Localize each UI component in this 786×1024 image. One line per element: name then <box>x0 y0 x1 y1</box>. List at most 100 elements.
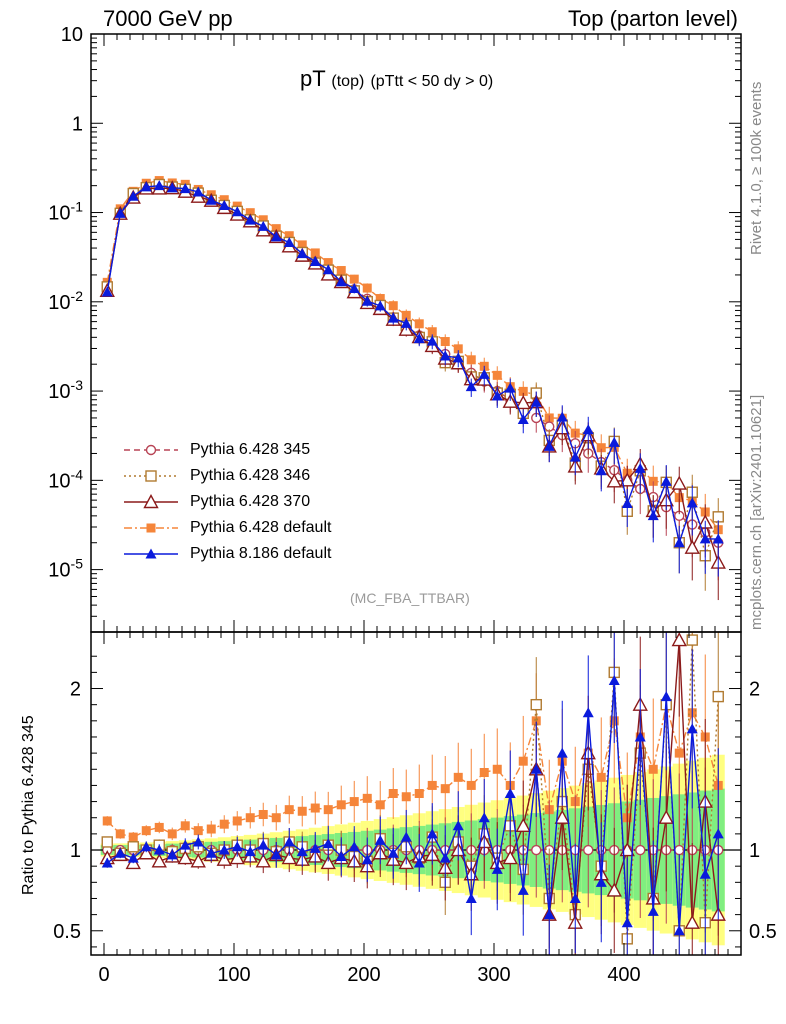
data-point <box>426 335 438 346</box>
data-point <box>271 224 281 234</box>
ratio-point <box>138 845 154 860</box>
ratio-point <box>348 841 360 852</box>
data-point <box>362 283 372 293</box>
legend-marker <box>145 444 157 456</box>
ratio-point <box>193 826 203 836</box>
data-point <box>309 255 321 266</box>
ratio-point <box>400 831 412 842</box>
ratio-point <box>216 851 232 866</box>
data-point <box>270 231 282 242</box>
ratio-point <box>596 772 606 782</box>
ratio-point <box>712 828 724 839</box>
ratio-point <box>686 723 698 734</box>
data-point <box>684 539 700 554</box>
ratio-tick-label: 1 <box>749 840 760 862</box>
data-point <box>296 248 308 259</box>
ratio-point <box>179 839 191 850</box>
ratio-point <box>232 816 242 826</box>
data-point <box>335 276 347 287</box>
ratio-tick-label: 1 <box>70 840 81 862</box>
ratio-point <box>335 850 347 861</box>
ratio-point <box>255 853 271 868</box>
legend-marker <box>145 548 157 559</box>
data-point <box>361 295 373 306</box>
ratio-point <box>309 842 321 853</box>
ratio-point <box>608 674 620 685</box>
ratio-point <box>491 863 503 874</box>
ratio-point <box>439 852 451 863</box>
ratio-point <box>102 816 112 826</box>
ratio-point <box>320 854 336 870</box>
data-point <box>244 214 256 225</box>
legend-swatch-s6def <box>124 523 178 533</box>
data-point <box>492 370 502 380</box>
series-main-s8def <box>101 180 724 577</box>
ratio-point <box>229 850 245 865</box>
ratio-point <box>218 844 230 855</box>
plot-title-main: pT <box>300 66 326 91</box>
data-point <box>515 394 531 410</box>
ratio-point <box>684 914 700 929</box>
legend-label: Pythia 6.428 default <box>190 519 332 536</box>
ratio-point <box>281 850 297 865</box>
data-point <box>413 333 425 344</box>
header-observable-group: Top (parton level) <box>568 6 738 31</box>
ratio-point <box>257 839 269 850</box>
data-point <box>712 533 724 544</box>
ratio-point <box>141 826 151 836</box>
data-point <box>569 451 581 462</box>
x-tick-label: 300 <box>477 964 510 986</box>
ratio-point <box>387 847 399 858</box>
legend-entry: Pythia 6.428 346 <box>122 463 331 489</box>
ratio-point <box>153 844 165 855</box>
legend-swatch-s370 <box>124 494 178 509</box>
data-point <box>619 472 635 487</box>
data-point <box>518 386 528 396</box>
ratio-point <box>361 854 373 865</box>
plot-title: pT (top) (pTtt < 50 dy > 0) <box>300 66 493 92</box>
ratio-point <box>413 857 425 868</box>
ratio-point <box>151 853 167 868</box>
ratio-point <box>177 850 193 865</box>
data-point <box>504 382 516 393</box>
ratio-point <box>658 809 674 824</box>
ratio-point <box>673 925 685 936</box>
ratio-point <box>674 748 684 758</box>
ratio-point <box>244 846 256 857</box>
data-point <box>440 337 450 347</box>
data-point <box>673 537 685 548</box>
ratio-point <box>502 850 518 865</box>
data-point <box>671 475 687 490</box>
ratio-point <box>530 698 542 711</box>
ratio-y-axis-label: Ratio to Pythia 6.428 345 <box>20 715 37 895</box>
ratio-point <box>554 809 570 824</box>
y-tick-label: 10-5 <box>48 556 83 582</box>
ratio-point <box>284 805 294 815</box>
legend-swatch-s346 <box>124 470 178 482</box>
ratio-point <box>569 892 581 903</box>
data-point <box>166 182 178 193</box>
ratio-point <box>452 820 464 831</box>
data-point <box>596 443 606 453</box>
data-point <box>205 194 217 205</box>
data-point <box>283 236 295 247</box>
data-point <box>336 266 346 276</box>
ratio-point <box>297 806 307 816</box>
legend-label: Pythia 6.428 345 <box>190 441 311 458</box>
ratio-point <box>543 909 555 920</box>
legend-label: Pythia 6.428 370 <box>190 493 311 510</box>
ratio-point <box>478 812 490 823</box>
data-point <box>648 476 658 486</box>
x-tick-label: 100 <box>217 964 250 986</box>
data-point <box>686 497 698 508</box>
plot-title-sub2: (pTtt < 50 dy > 0) <box>370 73 494 90</box>
legend-marker <box>145 470 157 482</box>
ratio-point <box>466 780 476 790</box>
ratio-point <box>190 853 206 868</box>
legend-entry: Pythia 8.186 default <box>122 541 331 567</box>
ratio-point <box>517 884 529 895</box>
ratio-point <box>127 841 139 853</box>
ratio-point <box>231 841 243 852</box>
ratio-point <box>374 834 386 845</box>
ratio-point <box>583 844 594 856</box>
